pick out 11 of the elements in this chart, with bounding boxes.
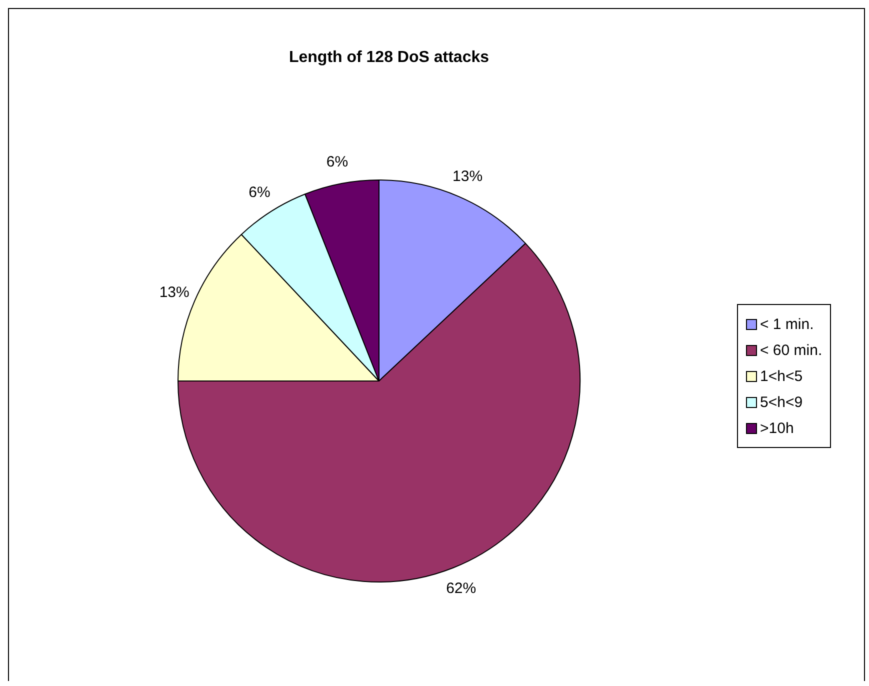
data-label: 13% [452,168,483,185]
data-label: 6% [248,184,270,202]
legend-label: < 60 min. [760,342,822,358]
legend-label: 5<h<9 [760,394,803,410]
legend-label: >10h [760,420,794,436]
data-label: 13% [159,284,190,301]
chart-title: Length of 128 DoS attacks [288,49,490,67]
data-label: 62% [446,580,476,597]
legend-label: < 1 min. [760,316,814,332]
data-label: 6% [326,153,348,170]
legend-label: 1<h<5 [760,368,803,384]
